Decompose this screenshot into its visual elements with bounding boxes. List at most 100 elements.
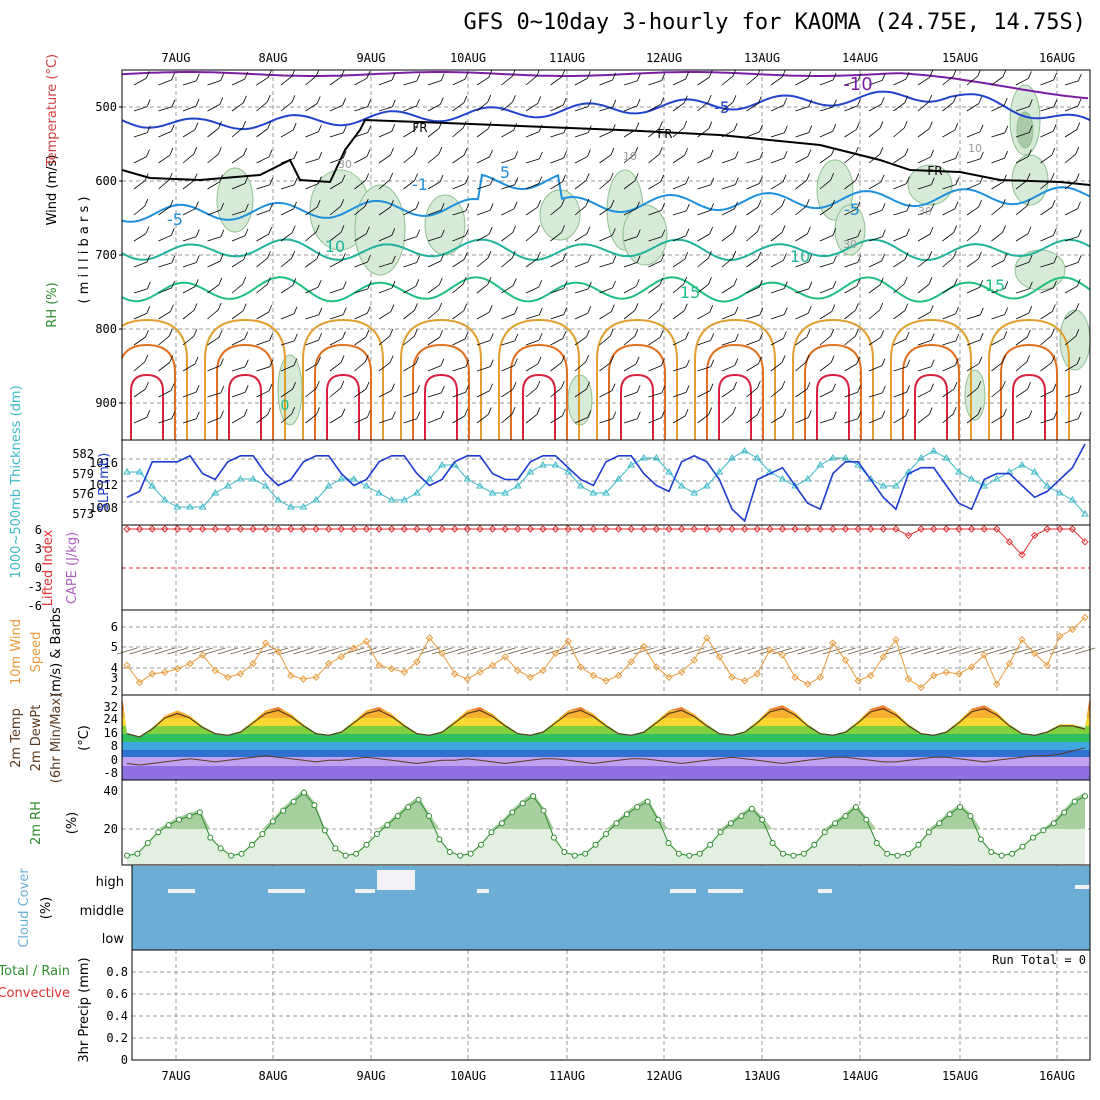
wind-barb-flag bbox=[512, 225, 517, 233]
wind-barb bbox=[305, 206, 318, 216]
wind-barb-flag bbox=[538, 279, 543, 288]
wind-barb bbox=[648, 365, 662, 372]
wind-barb-flag bbox=[269, 359, 274, 367]
contour-label: FR bbox=[657, 127, 672, 141]
wind-barb-flag bbox=[660, 97, 665, 105]
wind-barb-flag bbox=[882, 385, 886, 394]
wind-barb-flag bbox=[906, 228, 910, 236]
contour-label: -1 bbox=[412, 175, 428, 194]
wind-barb bbox=[991, 232, 1003, 242]
cloud-high-gap bbox=[477, 889, 489, 893]
wind-barb bbox=[280, 365, 295, 372]
thickness-series-point bbox=[892, 482, 900, 489]
wind-barb bbox=[991, 288, 1005, 294]
wind-barb bbox=[672, 127, 684, 138]
wind-barb bbox=[599, 106, 613, 112]
wind-barb bbox=[648, 236, 662, 242]
wind-barb bbox=[501, 388, 514, 398]
wind-barb bbox=[721, 157, 736, 164]
wind-barb-flag bbox=[146, 306, 151, 314]
wind10-speed-series-point bbox=[249, 659, 257, 668]
wind-barb-flag bbox=[1028, 149, 1032, 157]
wind-barb-flag bbox=[464, 71, 469, 80]
wind10-barb bbox=[658, 647, 680, 655]
wind-barb bbox=[942, 232, 954, 242]
lifted-index-series-point bbox=[564, 525, 572, 533]
thickness-series-point bbox=[387, 496, 396, 503]
wind-barb-flag bbox=[1051, 304, 1056, 312]
wind-barb bbox=[746, 314, 760, 320]
wind10-barb bbox=[986, 647, 1007, 655]
wind-barb bbox=[819, 262, 834, 268]
wind-barb-flag bbox=[903, 120, 908, 129]
lifted-index-series bbox=[127, 528, 1086, 556]
thickness-series-point bbox=[463, 475, 472, 482]
wind-barb-flag bbox=[759, 151, 764, 160]
wind-barb bbox=[1040, 418, 1054, 424]
wind-barb bbox=[133, 416, 147, 424]
thickness-series-point bbox=[728, 454, 736, 461]
wind-barb bbox=[868, 128, 881, 138]
wind-barb-flag bbox=[242, 120, 247, 129]
wind-barb bbox=[256, 390, 270, 398]
wind-barb-flag bbox=[514, 151, 519, 159]
wind-barb-flag bbox=[169, 199, 174, 208]
wind-barb-flag bbox=[905, 408, 909, 417]
wind-barb-flag bbox=[611, 124, 616, 132]
wind10-speed-series-point bbox=[488, 661, 497, 670]
wind-barb-flag bbox=[538, 332, 543, 341]
warm-contour-25 bbox=[122, 343, 176, 440]
thickness-series-point bbox=[942, 454, 951, 461]
wind-barb-flag bbox=[416, 411, 421, 419]
wind-barb bbox=[280, 313, 295, 320]
wind-barb bbox=[819, 106, 834, 112]
date-label-bottom: 14AUG bbox=[842, 1069, 878, 1083]
wind-barb-flag bbox=[391, 99, 396, 107]
wind-barb-flag bbox=[978, 96, 983, 104]
wind-barb bbox=[1015, 361, 1027, 372]
wind-barb bbox=[599, 262, 613, 268]
wind-barb bbox=[721, 101, 734, 112]
wind-barb bbox=[697, 184, 711, 190]
wind-barb-flag bbox=[954, 201, 959, 209]
wind-barb bbox=[550, 181, 563, 190]
rh2m-series-point bbox=[842, 813, 849, 819]
wind-barb bbox=[795, 417, 809, 424]
wind-barb bbox=[599, 311, 612, 320]
lifted-index-series-point bbox=[1018, 550, 1026, 559]
lifted-index-series-point bbox=[161, 525, 169, 533]
wind-barb-flag bbox=[144, 354, 149, 363]
wind-barb bbox=[1089, 292, 1090, 294]
wind-barb bbox=[697, 209, 711, 216]
thickness-series-point bbox=[753, 454, 762, 461]
wind-barb bbox=[378, 287, 393, 294]
wind-barb bbox=[182, 80, 197, 86]
wind-barb bbox=[427, 392, 442, 398]
wind-barb-flag bbox=[732, 406, 737, 415]
wind-barb-flag bbox=[243, 408, 248, 417]
wind-barb bbox=[917, 283, 930, 294]
lifted-index-series-point bbox=[1030, 531, 1039, 540]
wind-barb bbox=[403, 310, 415, 320]
lifted-index-series-point bbox=[224, 525, 232, 533]
wind-barb-flag bbox=[929, 305, 934, 313]
rh2m-series-point bbox=[248, 841, 255, 848]
wind-barb-flag bbox=[389, 355, 394, 363]
wind-barb bbox=[501, 157, 515, 164]
rh2m-series-point bbox=[1009, 850, 1016, 857]
lifted-index-series-point bbox=[186, 525, 194, 533]
wind-barb bbox=[623, 418, 638, 424]
wind10-speed-series-point bbox=[803, 680, 812, 688]
wind-barb-flag bbox=[1050, 328, 1055, 337]
wind-barb-flag bbox=[438, 146, 443, 155]
wind-barb bbox=[697, 414, 709, 424]
wind-barb-flag bbox=[881, 253, 885, 262]
date-label-top: 11AUG bbox=[549, 51, 585, 65]
wind10-speed-series-point bbox=[451, 670, 459, 678]
run-total: Run Total = 0 bbox=[992, 953, 1086, 967]
wind-barb bbox=[574, 78, 588, 86]
wind-barb bbox=[942, 101, 954, 112]
wind-barb bbox=[354, 312, 368, 320]
wind-barb bbox=[917, 340, 932, 346]
warm-contour-25 bbox=[21, 345, 77, 445]
